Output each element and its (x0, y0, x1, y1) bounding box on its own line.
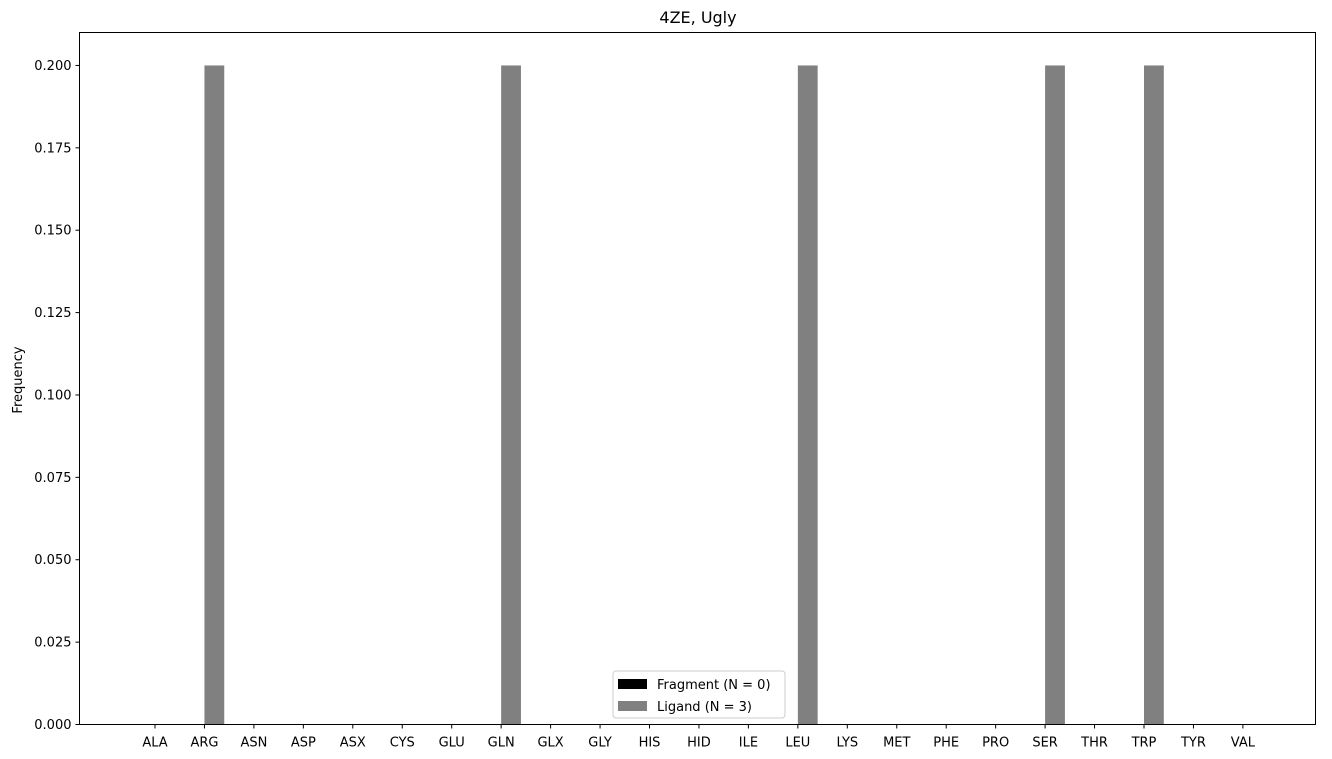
x-tick-label-his: HIS (639, 736, 661, 751)
x-tick-label-glu: GLU (439, 736, 465, 751)
y-tick-label: 0.000 (34, 718, 71, 733)
x-tick-label-leu: LEU (785, 736, 810, 751)
y-tick-label: 0.175 (34, 141, 71, 156)
bar-ligand-gln (501, 65, 521, 725)
legend-swatch-fragment (618, 679, 647, 689)
x-tick-label-phe: PHE (933, 736, 959, 751)
y-tick-label: 0.100 (34, 388, 71, 403)
bar-ligand-arg (204, 65, 225, 725)
x-tick-label-met: MET (883, 736, 910, 751)
x-tick-label-val: VAL (1231, 736, 1256, 751)
legend-label-fragment: Fragment (N = 0) (657, 678, 771, 693)
y-ticks: 0.000 0.025 0.050 0.075 0.100 0.125 0.150 0.175… (34, 59, 80, 733)
x-ticks: ALA ARG ASN ASP ASX CYS GLU GLN GLX GLY HIS HID ILE L… (142, 724, 1256, 751)
x-tick-label-gln: GLN (488, 736, 515, 751)
chart-title: 4ZE, Ugly (659, 8, 736, 27)
x-tick-label-ile: ILE (739, 736, 758, 751)
bar-ligand-trp (1144, 65, 1164, 725)
x-tick-label-asn: ASN (240, 736, 267, 751)
x-tick-label-pro: PRO (982, 736, 1009, 751)
x-tick-label-tyr: TYR (1180, 736, 1206, 751)
y-tick-label: 0.150 (34, 224, 71, 239)
y-axis-label: Frequency (11, 346, 26, 413)
x-tick-label-lys: LYS (836, 736, 858, 751)
legend: Fragment (N = 0) Ligand (N = 3) (612, 670, 786, 719)
x-tick-label-glx: GLX (537, 736, 563, 751)
legend-label-ligand: Ligand (N = 3) (657, 700, 752, 715)
y-tick-label: 0.125 (34, 306, 71, 321)
x-tick-label-ser: SER (1032, 736, 1058, 751)
x-tick-label-thr: THR (1080, 736, 1108, 751)
y-tick-label: 0.075 (34, 471, 71, 486)
x-tick-label-ala: ALA (142, 736, 167, 751)
y-tick-label: 0.025 (34, 636, 71, 651)
bar-ligand-leu (797, 65, 818, 725)
x-tick-label-trp: TRP (1131, 736, 1157, 751)
bars-group (204, 65, 1164, 725)
x-tick-label-arg: ARG (190, 736, 218, 751)
plot-frame (79, 32, 1316, 725)
x-tick-label-cys: CYS (390, 736, 415, 751)
legend-swatch-ligand (618, 701, 647, 711)
legend-box (612, 670, 786, 719)
y-tick-label: 0.200 (34, 59, 71, 74)
x-tick-label-asp: ASP (291, 736, 316, 751)
y-tick-label: 0.050 (34, 553, 71, 568)
bar-ligand-ser (1045, 65, 1065, 725)
x-tick-label-asx: ASX (340, 736, 366, 751)
x-tick-label-gly: GLY (588, 736, 612, 751)
x-tick-label-hid: HID (687, 736, 711, 751)
